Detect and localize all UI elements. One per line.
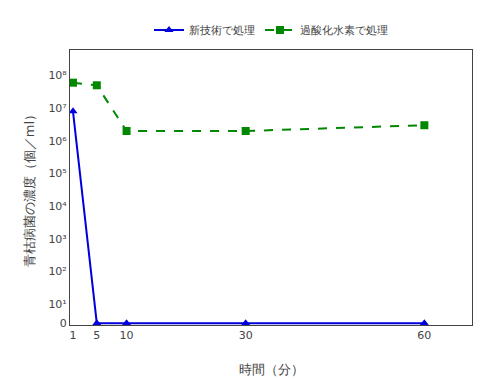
- svg-text:10⁵: 10⁵: [48, 167, 66, 180]
- svg-text:10: 10: [120, 329, 134, 342]
- svg-text:10⁶: 10⁶: [48, 135, 67, 148]
- svg-text:青枯病菌の濃度（個／ml）: 青枯病菌の濃度（個／ml）: [22, 108, 37, 267]
- svg-text:10²: 10²: [48, 265, 66, 278]
- svg-text:10⁸: 10⁸: [48, 69, 67, 82]
- svg-text:新技術で処理: 新技術で処理: [189, 24, 255, 37]
- svg-text:10⁷: 10⁷: [48, 102, 66, 115]
- svg-text:時間（分）: 時間（分）: [239, 362, 304, 377]
- svg-text:10³: 10³: [48, 233, 66, 246]
- svg-text:1: 1: [69, 329, 76, 342]
- svg-text:10¹: 10¹: [48, 298, 66, 311]
- svg-text:過酸化水素で処理: 過酸化水素で処理: [300, 24, 388, 37]
- svg-text:10⁴: 10⁴: [48, 200, 67, 213]
- svg-text:30: 30: [239, 329, 253, 342]
- svg-text:5: 5: [93, 329, 100, 342]
- svg-text:0: 0: [60, 317, 67, 330]
- svg-text:60: 60: [417, 329, 431, 342]
